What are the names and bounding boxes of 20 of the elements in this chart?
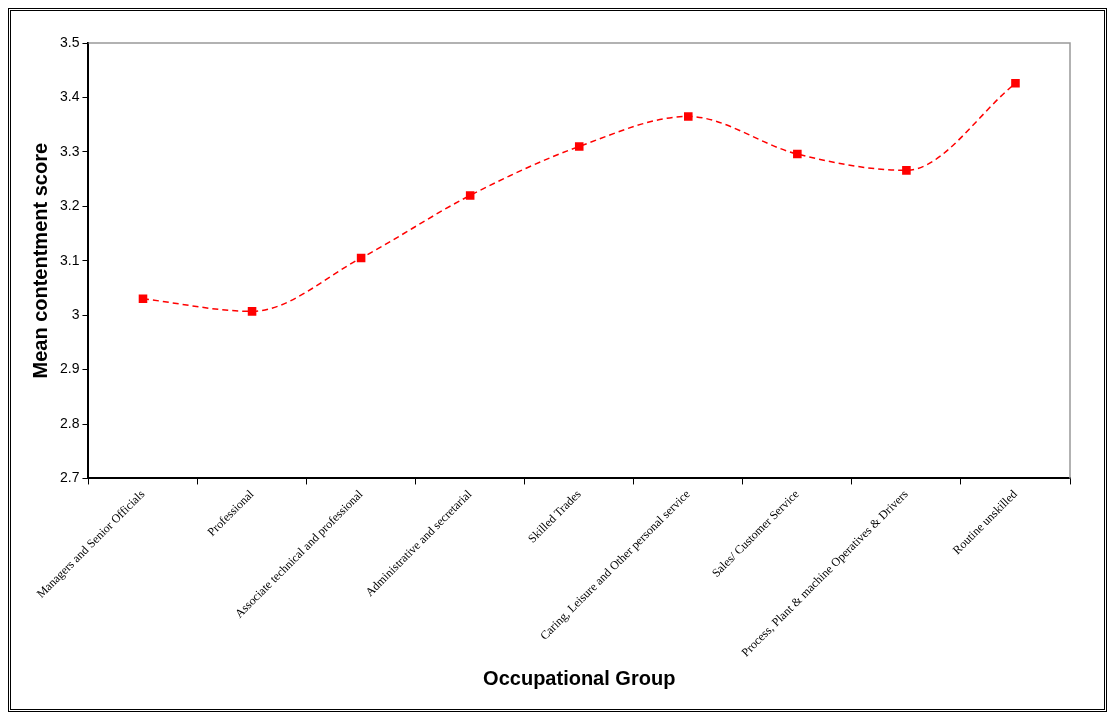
y-tick-label: 3	[71, 306, 80, 323]
point	[902, 166, 911, 175]
y-axis-title: Mean contentment score	[28, 142, 51, 379]
point	[356, 253, 366, 263]
y-tick-label: 2.9	[59, 360, 80, 377]
x-axis-title: Occupational Group	[483, 666, 676, 689]
y-tick-label: 3.4	[59, 88, 80, 105]
point	[138, 294, 148, 304]
y-tick-label: 2.8	[59, 414, 80, 431]
y-tick-label: 3.2	[59, 197, 80, 214]
y-tick-label: 3.5	[59, 33, 80, 50]
point	[684, 112, 693, 121]
y-tick-label: 2.7	[59, 469, 80, 486]
y-tick-label: 3.3	[59, 142, 80, 159]
point	[465, 191, 475, 200]
point	[247, 307, 257, 316]
point	[793, 149, 802, 159]
point	[574, 142, 584, 151]
point	[1011, 78, 1020, 88]
y-tick-label: 3.1	[59, 251, 80, 268]
